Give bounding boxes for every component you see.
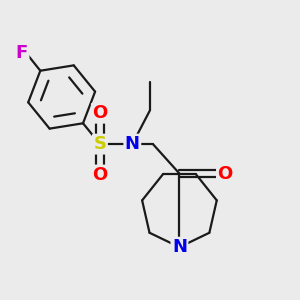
Text: O: O bbox=[92, 104, 108, 122]
Text: S: S bbox=[93, 135, 106, 153]
Text: O: O bbox=[218, 165, 233, 183]
Text: O: O bbox=[92, 166, 108, 184]
Text: F: F bbox=[16, 44, 28, 62]
Text: N: N bbox=[172, 238, 187, 256]
Text: N: N bbox=[125, 135, 140, 153]
